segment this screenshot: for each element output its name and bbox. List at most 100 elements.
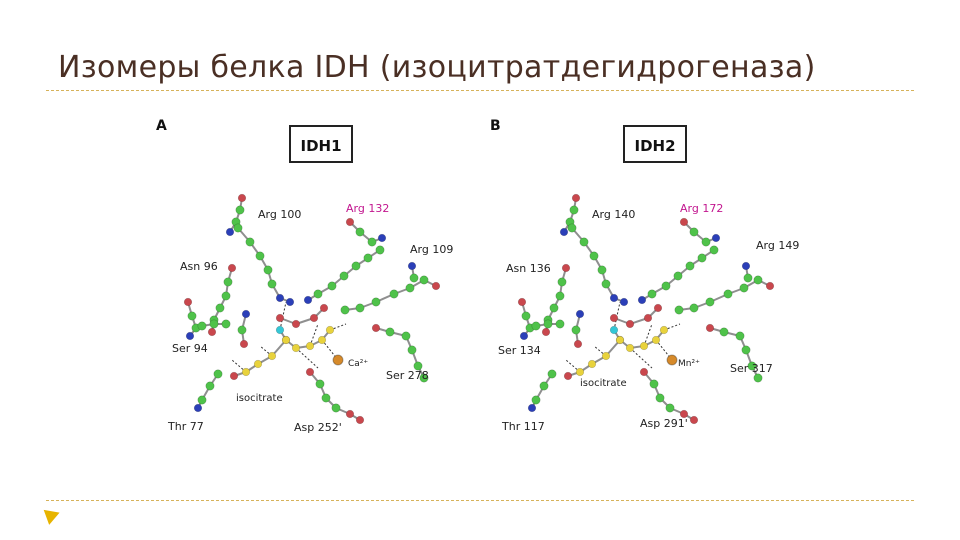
- carbon-atom: [697, 253, 707, 263]
- carbon-atom: [255, 251, 265, 261]
- carbon-atom: [351, 261, 361, 271]
- oxygen-atom: [653, 303, 663, 313]
- carbon-atom: [355, 227, 365, 237]
- protein-label: IDH1: [300, 137, 341, 155]
- carbon-atom: [355, 303, 365, 313]
- carbon-atom: [197, 395, 207, 405]
- oxygen-atom: [689, 415, 699, 425]
- carbon-atom: [689, 303, 699, 313]
- metal-ion-atom: [666, 354, 678, 366]
- ligand-cyan-atom: [609, 325, 619, 335]
- bond-layer: [187, 197, 437, 421]
- hydrogen-bond: [259, 345, 273, 357]
- protein-label: IDH2: [634, 137, 675, 155]
- label-arg-a: Arg 140: [592, 208, 635, 221]
- carbon-atom: [549, 303, 559, 313]
- oxygen-atom: [345, 409, 355, 419]
- footer-divider: [46, 500, 914, 501]
- panel-a-idh1-structure: A IDH1 Arg 100 Arg 132 Arg 109 Asn 96 Se…: [156, 118, 453, 434]
- carbon-atom: [313, 289, 323, 299]
- oxygen-atom: [305, 367, 315, 377]
- carbon-atom: [531, 395, 541, 405]
- nitrogen-atom: [741, 261, 751, 271]
- carbon-atom: [233, 223, 243, 233]
- label-ligand: isocitrate: [580, 378, 627, 389]
- label-asn: Asn 96: [180, 260, 218, 273]
- carbon-atom: [735, 331, 745, 341]
- carbon-atom: [753, 275, 763, 285]
- oxygen-atom: [237, 193, 247, 203]
- ligand-atom: [639, 341, 649, 351]
- carbon-atom: [223, 277, 233, 287]
- panel-letter: A: [156, 118, 167, 134]
- carbon-atom: [215, 303, 225, 313]
- carbon-atom: [213, 369, 223, 379]
- carbon-atom: [221, 319, 231, 329]
- hydrogen-bond: [565, 359, 581, 373]
- carbon-atom: [245, 237, 255, 247]
- carbon-atom: [741, 345, 751, 355]
- carbon-atom: [543, 319, 553, 329]
- nitrogen-atom: [609, 293, 619, 303]
- hydrogen-bond: [279, 301, 287, 331]
- oxygen-atom: [227, 263, 237, 273]
- oxygen-atom: [517, 297, 527, 307]
- carbon-atom: [589, 251, 599, 261]
- ligand-atom: [625, 343, 635, 353]
- carbon-atom: [413, 361, 423, 371]
- label-asp: Asp 252': [294, 421, 342, 434]
- nitrogen-atom: [575, 309, 585, 319]
- carbon-atom: [221, 291, 231, 301]
- label-ion: Ca²⁺: [348, 359, 368, 369]
- ligand-atom: [317, 335, 327, 345]
- ligand-atom: [281, 335, 291, 345]
- title-divider: [46, 90, 914, 91]
- carbon-atom: [405, 283, 415, 293]
- bullet-arrow-icon: [43, 505, 63, 525]
- ligand-atom: [659, 325, 669, 335]
- nitrogen-atom: [619, 297, 629, 307]
- oxygen-atom: [561, 263, 571, 273]
- nitrogen-atom: [225, 227, 235, 237]
- carbon-atom: [209, 319, 219, 329]
- carbon-atom: [597, 265, 607, 275]
- oxygen-atom: [571, 193, 581, 203]
- ligand-atom: [587, 359, 597, 369]
- oxygen-atom: [609, 313, 619, 323]
- carbon-atom: [665, 403, 675, 413]
- ligand-atom: [291, 343, 301, 353]
- ligand-atom: [253, 359, 263, 369]
- ligand-atom: [241, 367, 251, 377]
- carbon-atom: [409, 273, 419, 283]
- oxygen-atom: [291, 319, 301, 329]
- label-asp: Asp 291': [640, 417, 688, 430]
- carbon-atom: [235, 205, 245, 215]
- panel-b-idh2-structure: B IDH2 Arg 140 Arg 172 Arg 149 Asn 136 S…: [490, 118, 799, 433]
- label-ser-a: Ser 94: [172, 342, 208, 355]
- label-arg-mutant: Arg 132: [346, 202, 389, 215]
- label-arg-a: Arg 100: [258, 208, 301, 221]
- oxygen-atom: [183, 297, 193, 307]
- nitrogen-atom: [407, 261, 417, 271]
- carbon-atom: [601, 279, 611, 289]
- oxygen-atom: [765, 281, 775, 291]
- label-asn: Asn 136: [506, 262, 551, 275]
- carbon-atom: [375, 245, 385, 255]
- oxygen-atom: [573, 339, 583, 349]
- carbon-atom: [187, 311, 197, 321]
- hydrogen-bond: [663, 323, 681, 331]
- oxygen-atom: [563, 371, 573, 381]
- atom-layer: [183, 193, 441, 425]
- nitrogen-atom: [303, 295, 313, 305]
- carbon-atom: [401, 331, 411, 341]
- oxygen-atom: [679, 409, 689, 419]
- atom-layer: [517, 193, 775, 425]
- oxygen-atom: [625, 319, 635, 329]
- oxygen-atom: [309, 313, 319, 323]
- carbon-atom: [743, 273, 753, 283]
- carbon-atom: [419, 275, 429, 285]
- ligand-atom: [575, 367, 585, 377]
- oxygen-atom: [431, 281, 441, 291]
- carbon-atom: [709, 245, 719, 255]
- slide-title: Изомеры белка IDH (изоцитратдегидрогеназ…: [58, 50, 816, 85]
